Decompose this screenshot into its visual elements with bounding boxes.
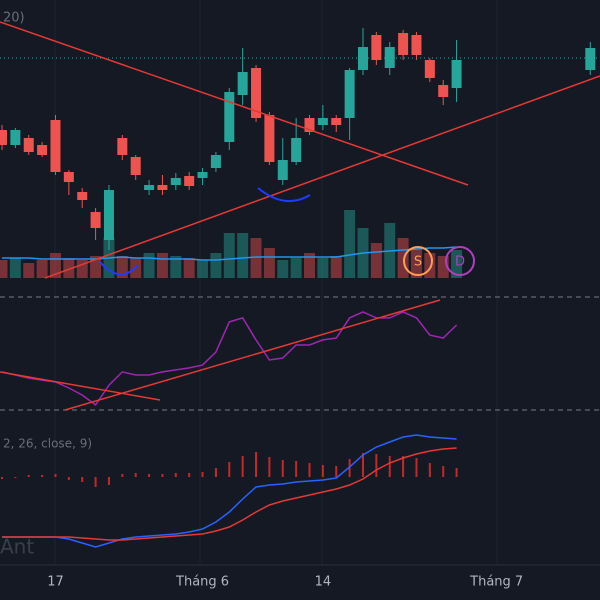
volume-ma-line: [2, 246, 457, 261]
candle-body: [77, 192, 88, 200]
volume-bar: [330, 256, 342, 278]
x-tick-label: 17: [47, 575, 64, 590]
volume-bar: [437, 256, 449, 278]
x-tick-label: 14: [315, 575, 332, 590]
candle-body: [451, 60, 462, 88]
candle-body: [304, 118, 315, 132]
signal-text: D: [455, 255, 465, 270]
candle-body: [371, 35, 382, 60]
curve-marker: [99, 261, 139, 276]
volume-bar: [424, 253, 436, 278]
volume-bar: [277, 260, 289, 278]
candle-body: [264, 115, 275, 162]
volume-bar: [210, 253, 222, 278]
trendlines: [0, 21, 600, 411]
candle-body: [424, 60, 435, 78]
marks: [0, 28, 600, 548]
candle-body: [170, 178, 181, 185]
volume-bar: [223, 233, 235, 278]
volume-bar: [183, 258, 195, 278]
volume-bar: [304, 253, 316, 278]
trendline: [0, 371, 161, 401]
candle-body: [210, 155, 221, 168]
candle-body: [50, 120, 61, 172]
trendline: [44, 75, 600, 279]
candle-body: [277, 160, 288, 180]
volume-bar: [237, 233, 249, 278]
volume-bar: [410, 248, 422, 278]
candle-body: [0, 130, 7, 145]
volume-bar: [290, 258, 302, 278]
volume-bar: [143, 253, 155, 278]
volume-bar: [344, 210, 356, 278]
candle-body: [63, 172, 74, 182]
candle-body: [10, 130, 21, 145]
volume-bar: [250, 238, 262, 278]
volume-bar: [116, 256, 128, 278]
candle-body: [331, 118, 342, 125]
curve-marker: [257, 187, 311, 203]
x-tick-label: Tháng 7: [469, 575, 523, 590]
candle-body: [117, 138, 128, 155]
candle-body: [411, 35, 422, 55]
candle-body: [291, 138, 302, 162]
candle-body: [585, 48, 596, 70]
trendline: [64, 299, 441, 411]
volume-bar: [317, 258, 329, 278]
volume-bar: [156, 253, 168, 278]
volume-bar: [0, 260, 8, 278]
candle-body: [144, 185, 155, 190]
volume-bar: [90, 256, 102, 278]
candle-body: [184, 176, 195, 186]
indicator-label: 20): [3, 11, 25, 26]
signal-circle: [403, 246, 433, 276]
volume-bar: [451, 250, 463, 278]
candle-body: [384, 47, 395, 68]
candle-body: [237, 72, 248, 95]
signal-circle: [445, 246, 475, 276]
volume-bar: [63, 258, 75, 278]
volume-bar: [370, 243, 382, 278]
volume-bar: [36, 260, 48, 278]
volume-bar: [263, 248, 275, 278]
candle-body: [37, 145, 48, 155]
watermark: Ant: [0, 535, 34, 559]
signal-text: S: [414, 255, 422, 270]
signal-line: [2, 447, 457, 541]
macd-line: [2, 434, 457, 548]
x-tick-label: Tháng 6: [175, 575, 229, 590]
volume-bar: [76, 260, 88, 278]
volume-bar: [397, 238, 409, 278]
candle-body: [251, 68, 262, 118]
volume-bar: [9, 258, 21, 278]
volume-bar: [170, 256, 182, 278]
candle-body: [157, 185, 168, 190]
candle-body: [344, 70, 355, 118]
volume-bar: [23, 263, 35, 278]
candle-body: [103, 190, 114, 240]
candle-body: [398, 33, 409, 55]
candle-body: [438, 85, 449, 97]
vertical-grid: [54, 0, 498, 565]
candle-body: [357, 47, 368, 70]
macd-label: 2, 26, close, 9): [3, 437, 92, 451]
candle-body: [317, 118, 328, 125]
volume-bar: [49, 253, 61, 278]
candle-body: [197, 172, 208, 178]
candle-body: [23, 138, 34, 152]
candle-body: [130, 157, 141, 175]
trendline: [0, 21, 469, 186]
candle-body: [224, 92, 235, 142]
candle-body: [90, 212, 101, 228]
volume-bar: [197, 260, 209, 278]
